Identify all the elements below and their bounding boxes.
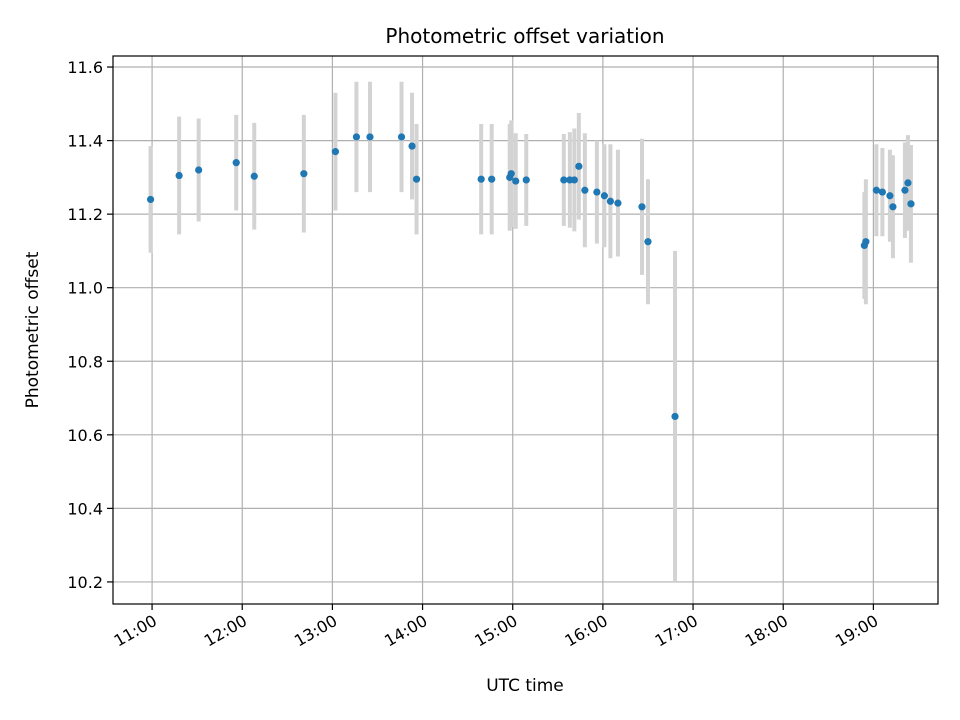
x-tick-label: 15:00 (471, 611, 520, 651)
data-point (477, 175, 485, 183)
data-point (146, 195, 155, 204)
x-tick-label: 14:00 (381, 611, 430, 651)
data-point (901, 186, 909, 194)
plot-frame (112, 55, 939, 605)
data-point (581, 186, 589, 194)
data-point (907, 200, 915, 208)
data-point (195, 166, 203, 174)
data-point (593, 188, 601, 196)
data-point (644, 238, 652, 246)
data-point (300, 170, 308, 178)
x-tick-label: 18:00 (742, 611, 791, 651)
data-point (507, 170, 515, 178)
y-tick-label: 11.6 (67, 58, 103, 77)
data-point (250, 172, 258, 180)
data-point (570, 176, 578, 184)
chart-title: Photometric offset variation (385, 24, 664, 48)
data-point (872, 186, 880, 194)
data-point (522, 176, 530, 184)
data-point (560, 176, 568, 184)
x-tick-label: 11:00 (111, 611, 160, 651)
x-tick-label: 17:00 (652, 611, 701, 651)
data-point (331, 148, 340, 156)
data-point (397, 133, 406, 141)
data-point (575, 162, 583, 170)
x-tick-label: 12:00 (201, 611, 250, 651)
data-point (408, 142, 416, 150)
data-point (614, 199, 622, 207)
data-point (488, 175, 496, 183)
y-tick-label: 10.4 (67, 499, 103, 518)
y-axis-label: Photometric offset (23, 251, 43, 408)
point-layer (146, 133, 915, 421)
y-tick-label: 10.2 (67, 573, 103, 592)
x-tick-label: 16:00 (561, 611, 610, 651)
data-point (889, 203, 897, 211)
data-point (366, 133, 374, 141)
x-tick-label: 13:00 (291, 611, 340, 651)
data-point (232, 159, 240, 167)
y-tick-label: 11.2 (67, 205, 103, 224)
data-point (512, 177, 520, 185)
y-tick-label: 10.8 (67, 352, 103, 371)
data-point (175, 171, 183, 180)
data-point (878, 188, 886, 196)
x-axis-label: UTC time (486, 676, 564, 696)
data-point (606, 197, 615, 205)
x-tick-label: 19:00 (832, 611, 881, 651)
data-point (671, 412, 679, 421)
data-point (412, 175, 421, 183)
data-point (862, 238, 870, 246)
errorbar-layer (148, 81, 913, 582)
y-tick-label: 11.4 (67, 132, 103, 151)
y-tick-label: 11.0 (67, 279, 103, 298)
data-point (904, 179, 912, 187)
tick-layer: 11:00 12:00 13:00 14:00 15:00 16:00 17:00 18:00… (67, 58, 881, 650)
data-point (886, 192, 894, 200)
data-point (600, 192, 608, 200)
data-point (638, 203, 646, 211)
y-tick-label: 10.6 (67, 426, 103, 445)
data-point (352, 133, 361, 141)
